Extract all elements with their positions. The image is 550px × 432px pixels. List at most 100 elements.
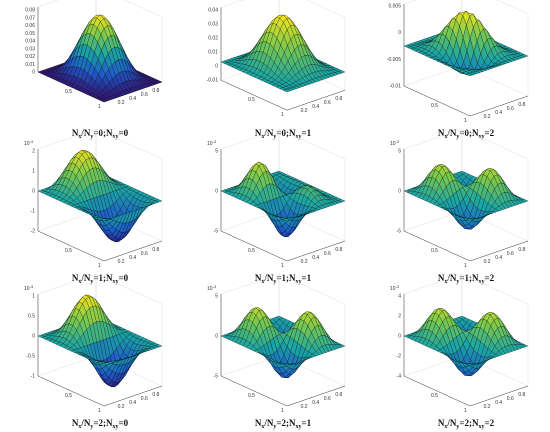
- x-tick-label: 1: [281, 263, 284, 269]
- y-tick-label: 0.2: [484, 259, 491, 265]
- x-axis-line: [403, 85, 471, 117]
- z-tick-label: 0.02: [25, 54, 35, 60]
- x-tick-label: 0.5: [248, 393, 255, 399]
- x-tick-label: 1: [281, 408, 284, 414]
- surface-cell: [99, 363, 108, 367]
- z-tick-label: 0: [32, 334, 35, 340]
- surface-plot-2: 0.04 0.03 0.02 0.01 0 -0.01 0.5 1 0.2 0.4 0.6 0.8 Nx…: [207, 0, 346, 140]
- z-tick-label: 0.04: [25, 39, 35, 45]
- y-tick-label: 0.4: [129, 400, 136, 406]
- y-tick-label: 0.4: [312, 255, 319, 261]
- surface-mesh: [220, 14, 346, 93]
- z-tick-label: 0: [398, 334, 401, 340]
- surface-cell: [465, 363, 474, 367]
- surface-cell: [465, 218, 474, 222]
- surface-mesh: [37, 294, 163, 388]
- x-tick-label: 1: [464, 408, 467, 414]
- z-tick-label: 2: [32, 149, 35, 155]
- z-tick-label: 5: [215, 149, 218, 155]
- y-tick-label: 0.6: [141, 396, 148, 402]
- x-tick-label: 0.5: [65, 248, 72, 254]
- surface-plot-6: 5 0 -5 10-3 0.5 1 0.2 0.4 0.6 0.8 Nx/Ny=1;Nxy=2: [390, 128, 529, 285]
- surface-cell: [99, 218, 108, 222]
- z-exponent-label: 10-3: [390, 139, 400, 147]
- plot-caption: Nx/Ny=2;Nxy=2: [438, 418, 495, 430]
- surface-mesh: [403, 308, 529, 376]
- z-exponent-label: 10-3: [390, 284, 400, 292]
- surface-plot-1: 0.080.07 0.06 0.05 0.040.03 0.02 0.01 0 0.5 1 0.2…: [25, 0, 163, 140]
- x-axis-line: [220, 230, 288, 262]
- y-axis-line: [286, 385, 346, 407]
- y-axis-line: [469, 95, 529, 117]
- z-tick-label: 0.08: [25, 8, 35, 14]
- y-tick-label: 0.4: [495, 255, 502, 261]
- y-tick-label: 0.8: [518, 102, 525, 108]
- surface-cell: [282, 363, 291, 367]
- z-tick-label: -5: [214, 374, 219, 380]
- plot-caption: Nx/Ny=0;Nxy=1: [255, 128, 312, 140]
- z-tick-label: -0.01: [390, 84, 402, 90]
- y-tick-label: 0.8: [518, 247, 525, 253]
- z-tick-label: 0.05: [25, 31, 35, 37]
- surface-plot-9: 4 2 0 -2 -4 10-3 0.5 1 0.2 0.4 0.6 0.8 Nx/Ny=2;Nxy=2: [390, 273, 529, 430]
- back-wall-right: [278, 128, 346, 242]
- y-tick-label: 0.4: [495, 110, 502, 116]
- plot-caption: Nx/Ny=2;Nxy=0: [72, 418, 129, 430]
- z-tick-label: 0: [32, 189, 35, 195]
- z-tick-label: 0: [32, 70, 35, 76]
- z-tick-label: -5: [397, 229, 402, 235]
- y-tick-label: 0.8: [335, 247, 342, 253]
- z-tick-label: -0.01: [207, 78, 219, 84]
- surface-cell: [282, 89, 291, 93]
- surface-mesh: [403, 164, 529, 230]
- x-tick-label: 1: [98, 104, 101, 110]
- y-tick-label: 0.8: [152, 88, 159, 94]
- x-tick-label: 0.5: [65, 393, 72, 399]
- plot-caption: Nx/Ny=1;Nxy=0: [72, 273, 129, 285]
- y-tick-label: 0.6: [324, 100, 331, 106]
- x-tick-label: 0.5: [248, 97, 255, 103]
- z-exponent-label: 10-3: [207, 139, 217, 147]
- surface-plot-8: 5 0 -5 10-3 0.5 1 0.2 0.4 0.6 0.8 Nx/Ny=2;Nxy=1: [207, 273, 346, 430]
- z-tick-label: -5: [214, 229, 219, 235]
- z-tick-label: 1: [32, 294, 35, 300]
- y-tick-label: 0.4: [495, 400, 502, 406]
- y-tick-label: 0.4: [129, 255, 136, 261]
- y-tick-label: 0.8: [335, 392, 342, 398]
- y-tick-label: 0.4: [312, 104, 319, 110]
- x-tick-label: 0.5: [431, 248, 438, 254]
- z-exponent-label: 10-3: [24, 284, 34, 292]
- surface-mesh: [37, 150, 163, 242]
- z-tick-label: 0.01: [25, 62, 35, 68]
- y-tick-label: 0.2: [301, 108, 308, 114]
- surface-plot-4: 2 1 0 -1 -2 10-4 0.5 1 0.2 0.4 0.6 0.8 Nx/Ny=1;Nxy=0: [24, 128, 163, 285]
- z-tick-label: 0: [398, 30, 401, 36]
- surface-cell: [282, 218, 291, 222]
- plot-caption: Nx/Ny=1;Nxy=2: [438, 273, 495, 285]
- x-axis-line: [403, 230, 471, 262]
- surface-cell: [465, 73, 474, 77]
- surface-cell: [100, 99, 108, 103]
- x-tick-label: 1: [98, 408, 101, 414]
- surface-mesh: [403, 10, 529, 77]
- back-wall-right: [461, 273, 529, 387]
- x-axis-line: [403, 375, 471, 407]
- x-axis-line: [220, 375, 288, 407]
- z-tick-label: 0.03: [25, 46, 35, 52]
- surface-mesh: [220, 161, 346, 238]
- z-tick-label: 0.01: [208, 50, 218, 56]
- z-tick-label: -0.5: [26, 354, 35, 360]
- y-tick-label: 0.8: [152, 247, 159, 253]
- y-tick-label: 0.2: [118, 100, 125, 106]
- surface-plot-7: 1 0.5 0 -0.5 -1 10-3 0.5 1 0.2 0.4 0.6 0.8 Nx/Ny=2;N…: [24, 273, 163, 430]
- surface-plot-5: 5 0 -5 10-3 0.5 1 0.2 0.4 0.6 0.8 Nx/Ny=1;Nxy=1: [207, 128, 346, 285]
- y-tick-label: 0.6: [507, 396, 514, 402]
- y-tick-label: 0.2: [118, 404, 125, 410]
- z-tick-label: 4: [398, 294, 401, 300]
- z-tick-label: 2: [398, 314, 401, 320]
- plot-caption: Nx/Ny=2;Nxy=1: [255, 418, 312, 430]
- x-tick-label: 0.5: [431, 393, 438, 399]
- y-tick-label: 0.2: [301, 259, 308, 265]
- x-tick-label: 1: [464, 263, 467, 269]
